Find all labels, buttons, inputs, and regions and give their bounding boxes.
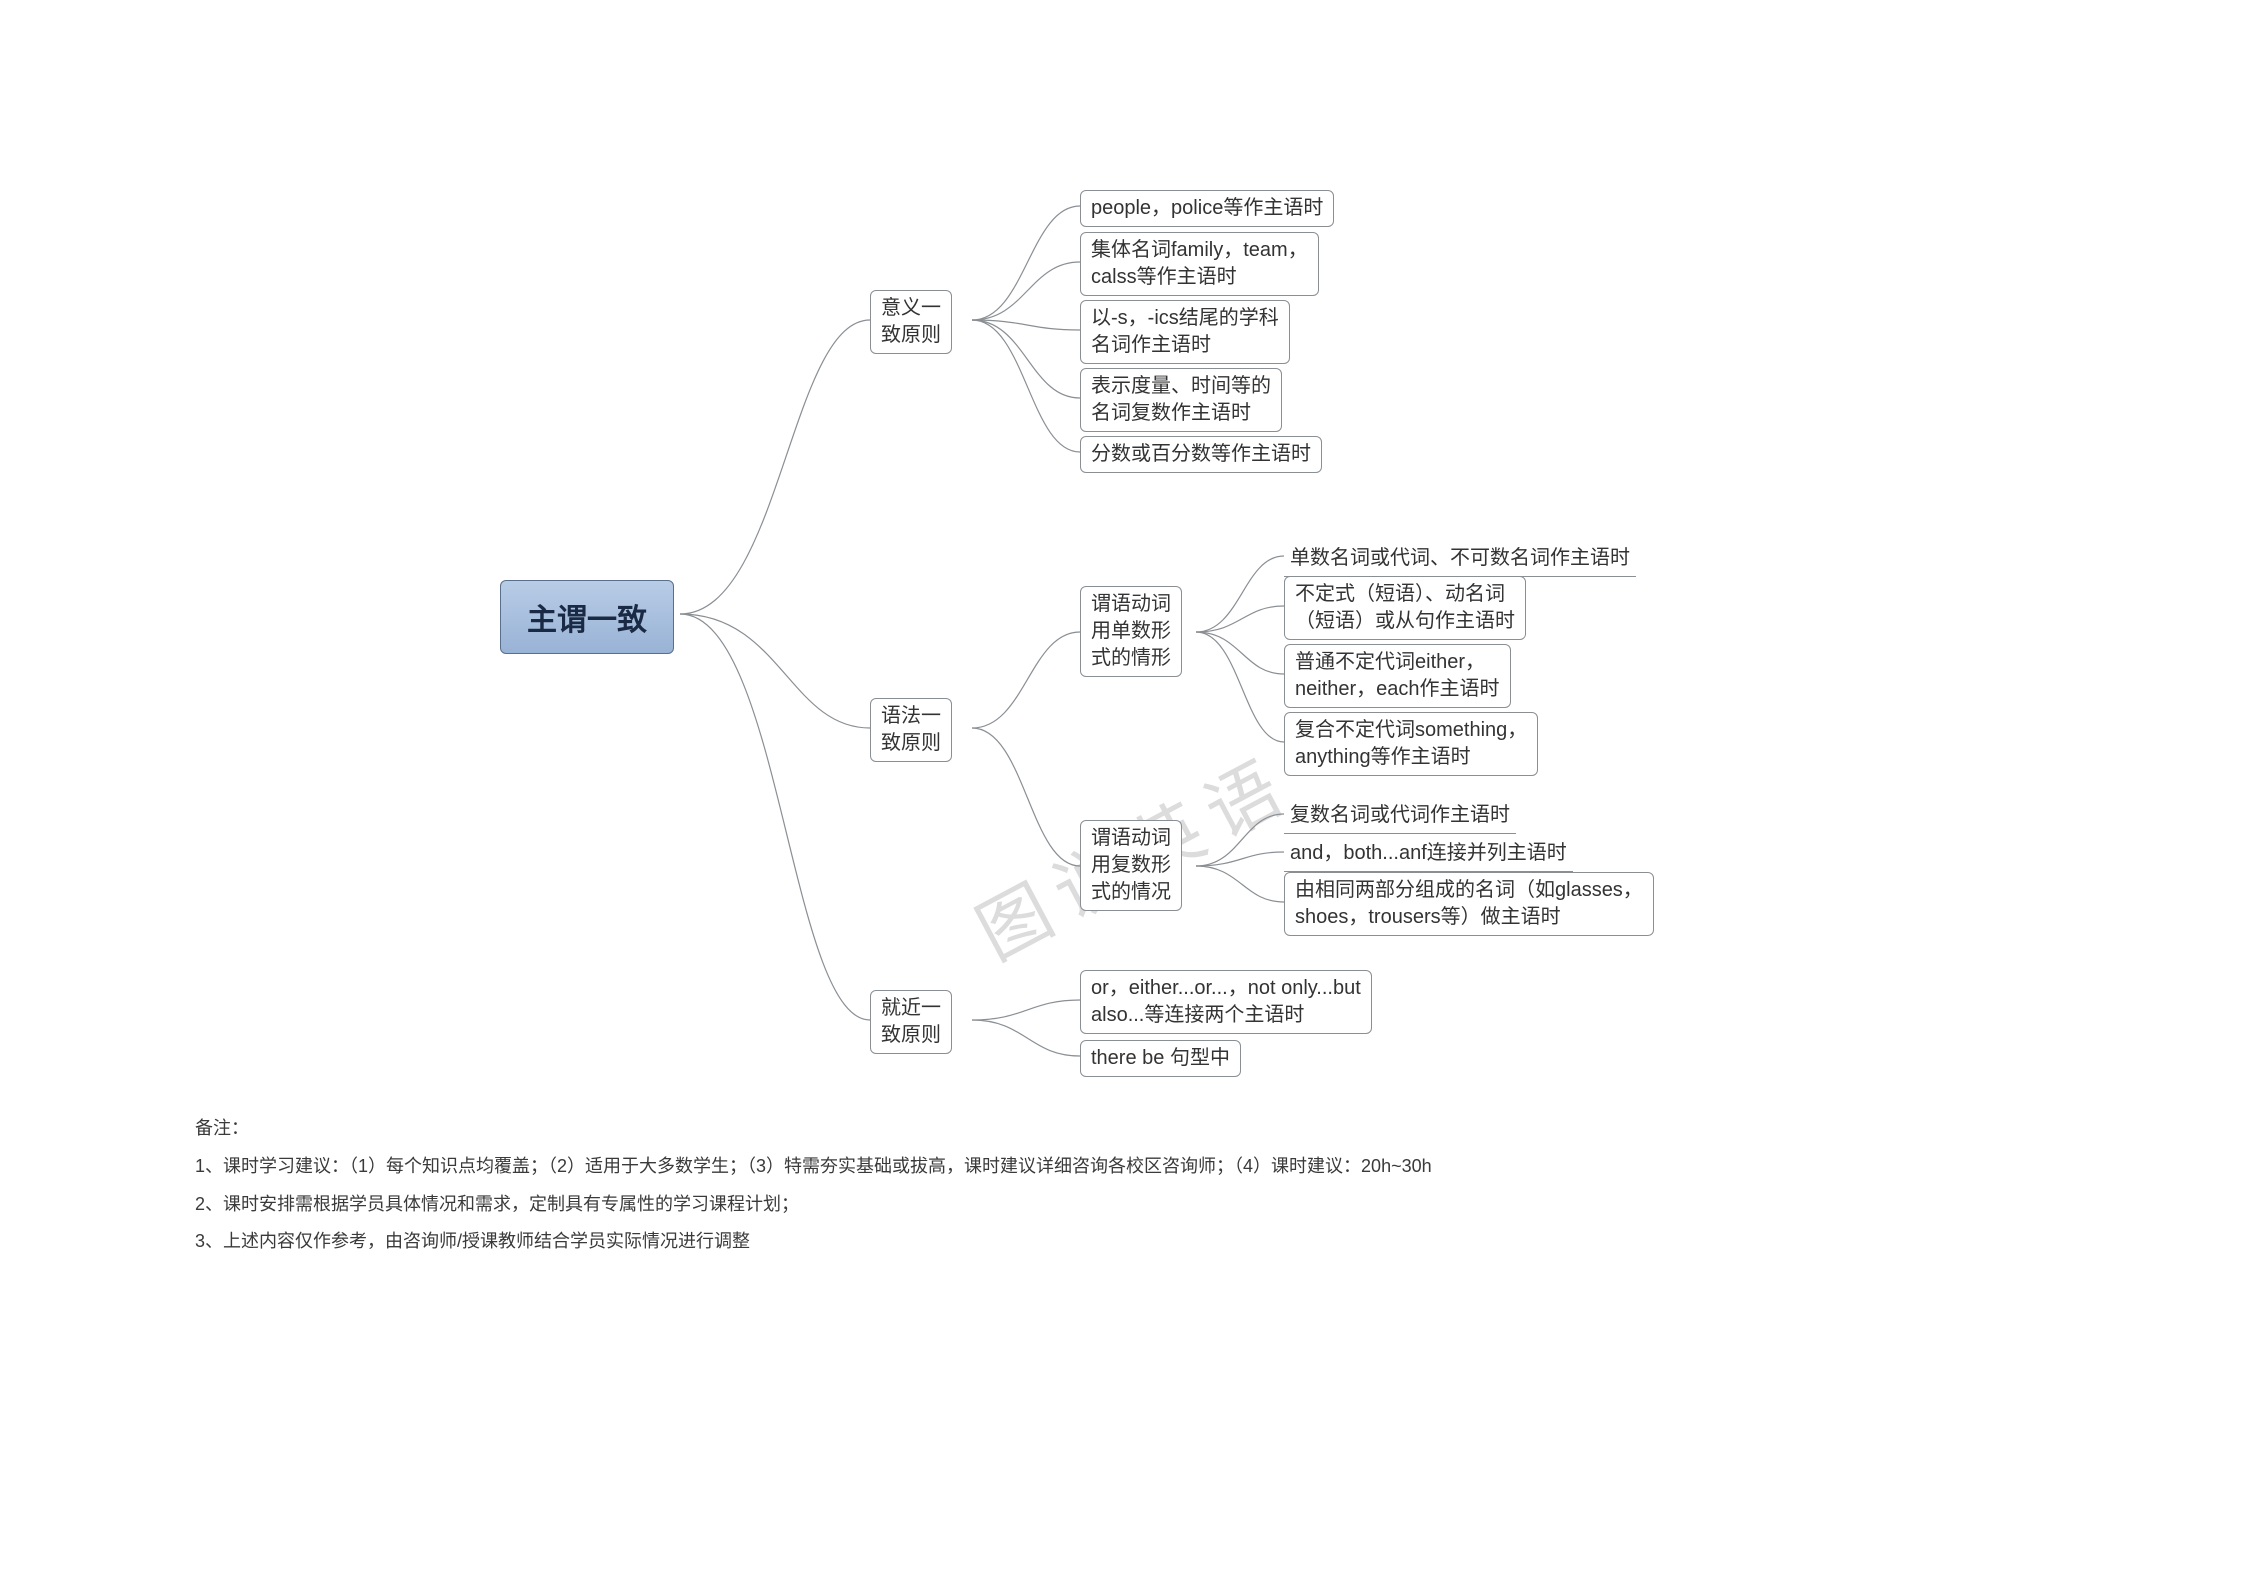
leaf-proximity-0-l2: also...等连接两个主语时 (1091, 1004, 1304, 1026)
leaf-singular-3-l2: anything等作主语时 (1295, 746, 1471, 768)
branch-proximity-l2: 致原则 (881, 1024, 941, 1046)
notes-item-1: 2、课时安排需根据学员具体情况和需求，定制具有专属性的学习课程计划； (195, 1186, 1432, 1224)
branch-meaning: 意义一 致原则 (870, 290, 952, 354)
sub-plural-l1: 谓语动词 (1091, 827, 1171, 849)
branch-grammar-l2: 致原则 (881, 732, 941, 754)
leaf-plural-1: and，both...anf连接并列主语时 (1284, 838, 1573, 872)
leaf-plural-2-l1: 由相同两部分组成的名词（如glasses， (1295, 879, 1643, 901)
leaf-proximity-0-l1: or，either...or...，not only...but (1091, 977, 1361, 999)
sub-singular-l3: 式的情形 (1091, 647, 1171, 669)
leaf-plural-2: 由相同两部分组成的名词（如glasses， shoes，trousers等）做主… (1284, 872, 1654, 936)
leaf-singular-1-l2: （短语）或从句作主语时 (1295, 610, 1515, 632)
leaf-meaning-2-l2: 名词作主语时 (1091, 334, 1211, 356)
leaf-meaning-2-l1: 以-s，-ics结尾的学科 (1091, 307, 1279, 329)
sub-singular: 谓语动词 用单数形 式的情形 (1080, 586, 1182, 677)
leaf-meaning-3: 表示度量、时间等的 名词复数作主语时 (1080, 368, 1282, 432)
leaf-meaning-0: people，police等作主语时 (1080, 190, 1334, 227)
leaf-singular-1: 不定式（短语）、动名词 （短语）或从句作主语时 (1284, 576, 1526, 640)
sub-plural-l3: 式的情况 (1091, 881, 1171, 903)
leaf-singular-2-l1: 普通不定代词either， (1295, 651, 1485, 673)
notes-heading: 备注： (195, 1110, 1432, 1148)
root-node: 主谓一致 (500, 580, 674, 654)
branch-meaning-l1: 意义一 (881, 297, 941, 319)
leaf-meaning-4: 分数或百分数等作主语时 (1080, 436, 1322, 473)
sub-plural-l2: 用复数形 (1091, 854, 1171, 876)
notes-block: 备注： 1、课时学习建议：（1）每个知识点均覆盖；（2）适用于大多数学生；（3）… (195, 1110, 1432, 1261)
leaf-meaning-2: 以-s，-ics结尾的学科 名词作主语时 (1080, 300, 1290, 364)
notes-item-0: 1、课时学习建议：（1）每个知识点均覆盖；（2）适用于大多数学生；（3）特需夯实… (195, 1148, 1432, 1186)
leaf-singular-3: 复合不定代词something， anything等作主语时 (1284, 712, 1538, 776)
leaf-meaning-1: 集体名词family，team， calss等作主语时 (1080, 232, 1319, 296)
leaf-singular-2: 普通不定代词either， neither，each作主语时 (1284, 644, 1511, 708)
diagram-canvas: 图说英语 主谓一致 意义一 致原则 people，police等作主语时 (0, 0, 2245, 1587)
sub-singular-l2: 用单数形 (1091, 620, 1171, 642)
leaf-proximity-1: there be 句型中 (1080, 1040, 1241, 1077)
leaf-meaning-1-l2: calss等作主语时 (1091, 266, 1237, 288)
sub-singular-l1: 谓语动词 (1091, 593, 1171, 615)
leaf-meaning-3-l2: 名词复数作主语时 (1091, 402, 1251, 424)
leaf-plural-0: 复数名词或代词作主语时 (1284, 800, 1516, 834)
leaf-meaning-3-l1: 表示度量、时间等的 (1091, 375, 1271, 397)
leaf-singular-1-l1: 不定式（短语）、动名词 (1295, 583, 1505, 605)
leaf-singular-0: 单数名词或代词、不可数名词作主语时 (1284, 543, 1636, 577)
branch-meaning-l2: 致原则 (881, 324, 941, 346)
branch-grammar-l1: 语法一 (881, 705, 941, 727)
notes-item-2: 3、上述内容仅作参考，由咨询师/授课教师结合学员实际情况进行调整 (195, 1223, 1432, 1261)
leaf-meaning-1-l1: 集体名词family，team， (1091, 239, 1308, 261)
leaf-singular-2-l2: neither，each作主语时 (1295, 678, 1500, 700)
leaf-singular-3-l1: 复合不定代词something， (1295, 719, 1527, 741)
sub-plural: 谓语动词 用复数形 式的情况 (1080, 820, 1182, 911)
leaf-plural-2-l2: shoes，trousers等）做主语时 (1295, 906, 1561, 928)
branch-grammar: 语法一 致原则 (870, 698, 952, 762)
leaf-proximity-0: or，either...or...，not only...but also...… (1080, 970, 1372, 1034)
branch-proximity: 就近一 致原则 (870, 990, 952, 1054)
branch-proximity-l1: 就近一 (881, 997, 941, 1019)
